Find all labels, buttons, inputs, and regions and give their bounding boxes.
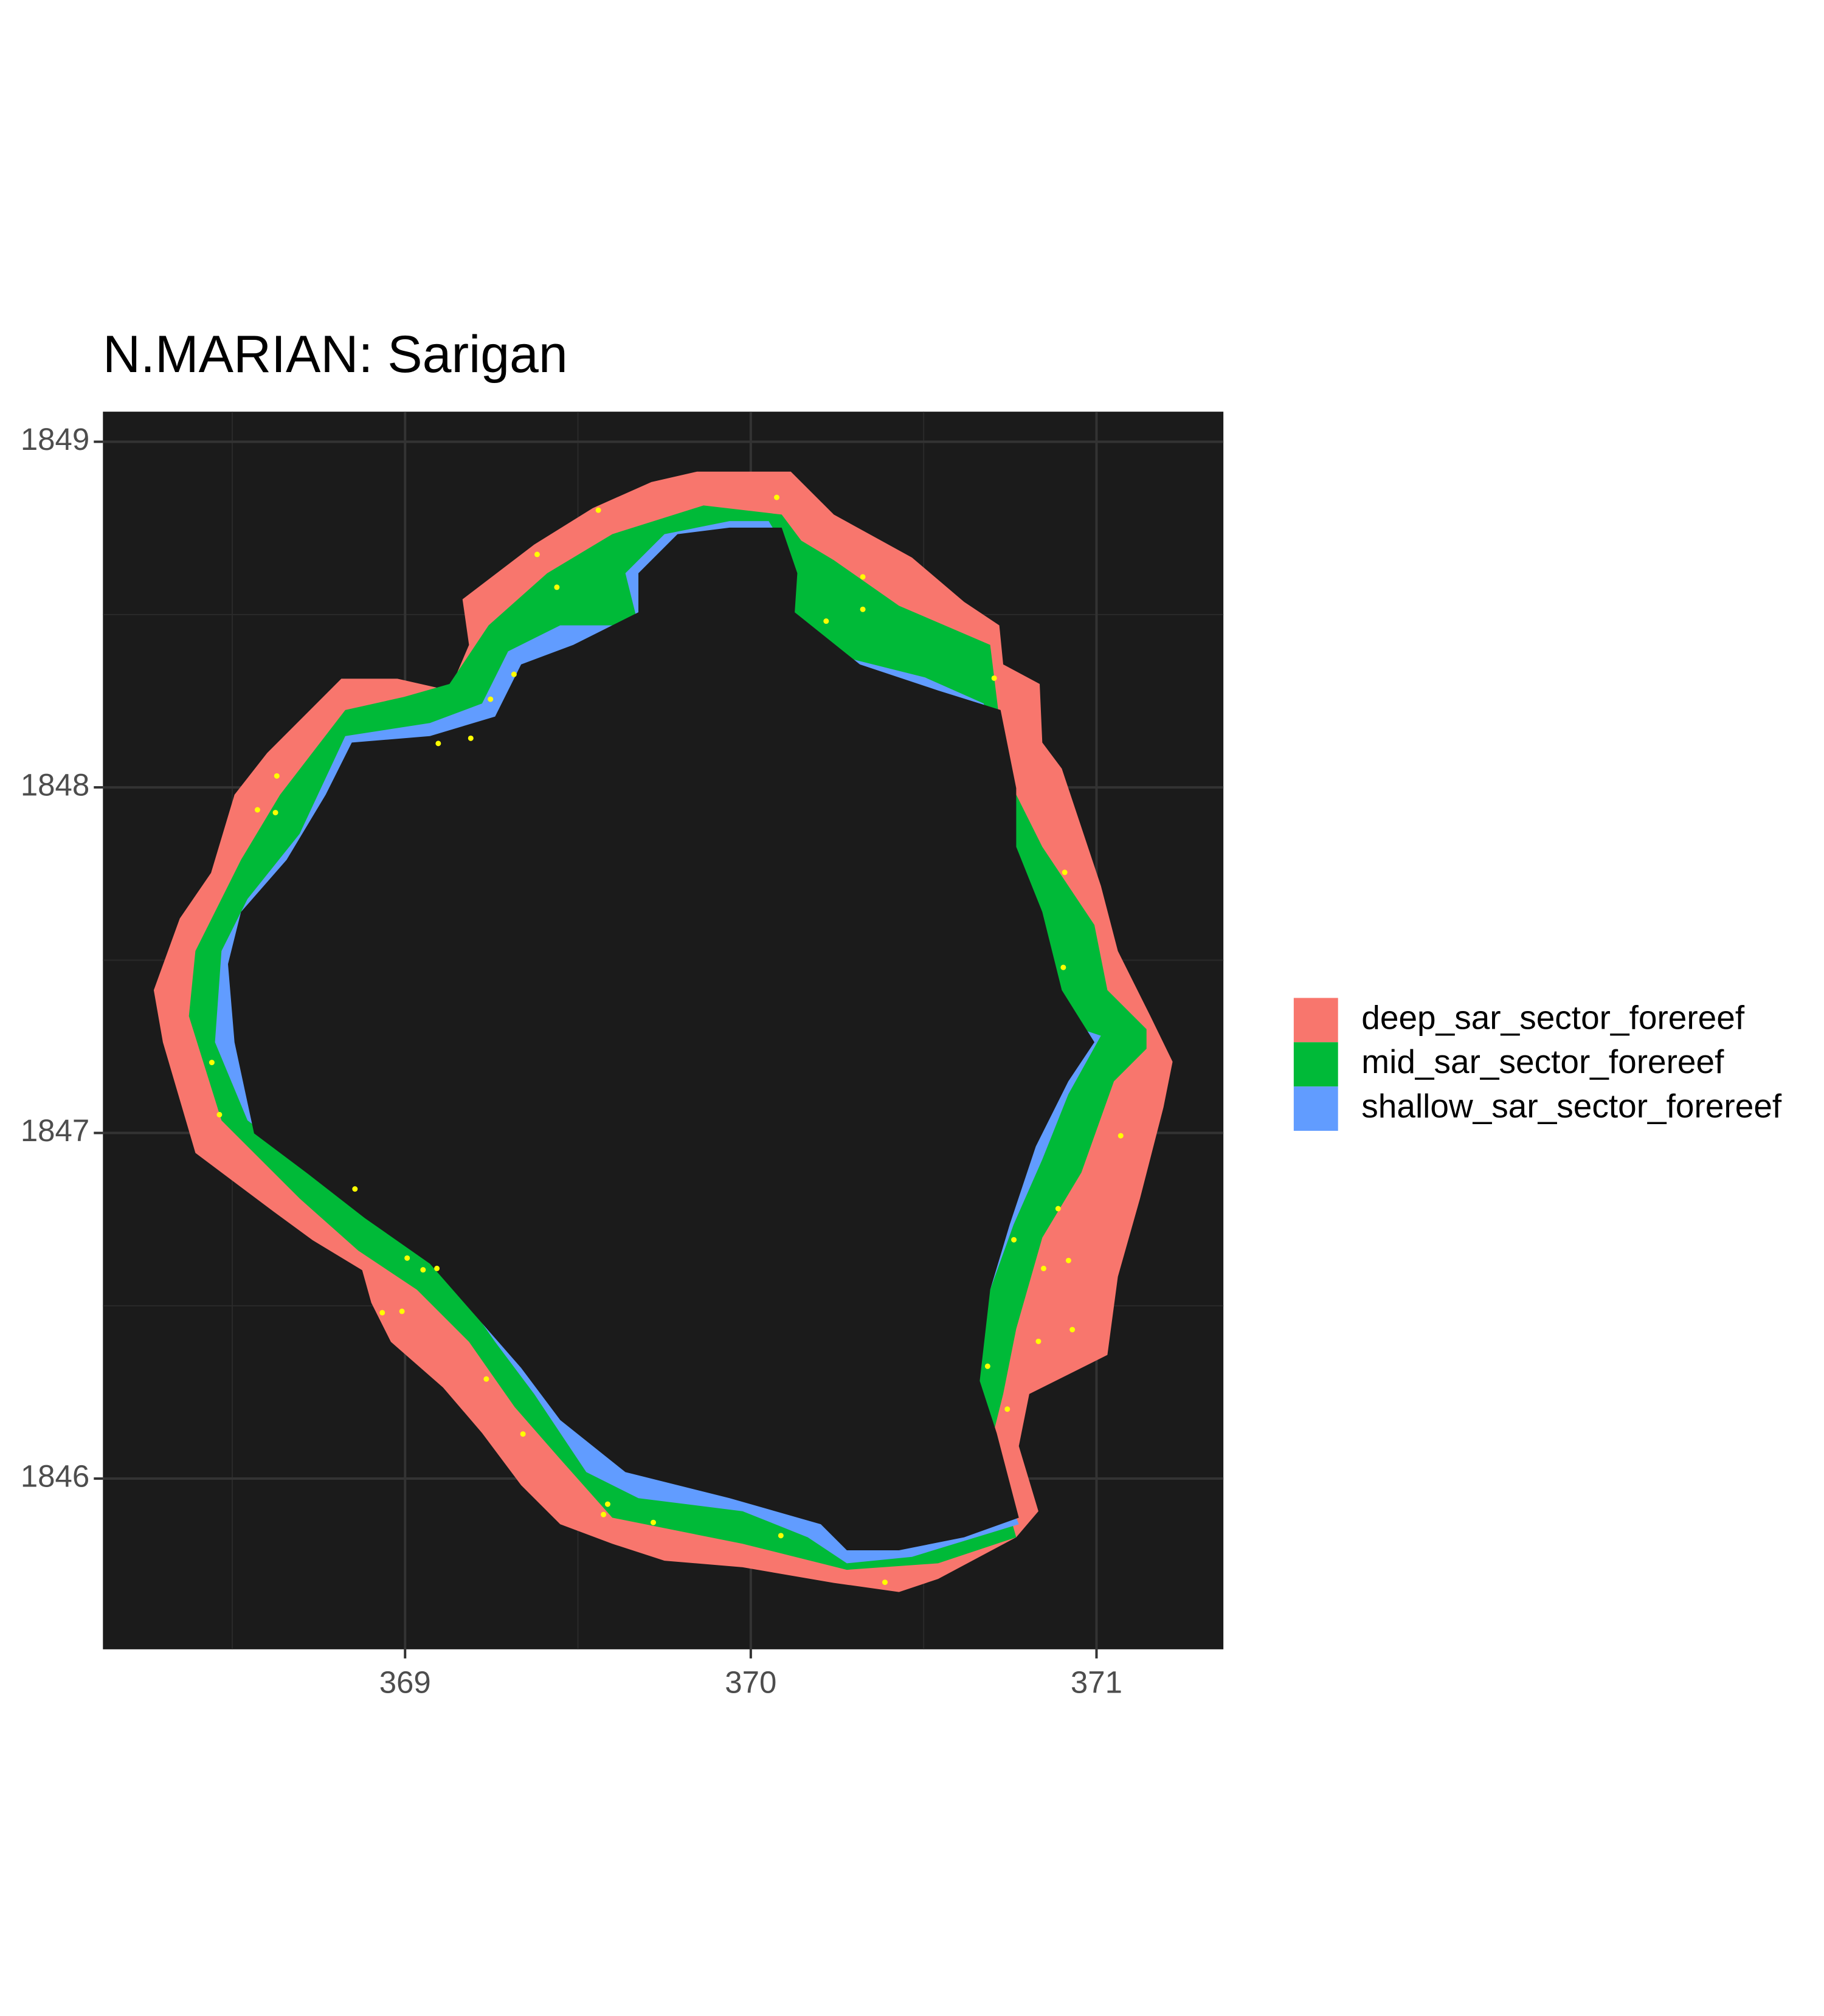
survey-point bbox=[601, 1511, 607, 1517]
survey-point bbox=[254, 807, 260, 813]
legend-key bbox=[1293, 1086, 1338, 1131]
legend-label: mid_sar_sector_forereef bbox=[1361, 1043, 1724, 1080]
survey-point bbox=[1055, 1206, 1061, 1212]
survey-point bbox=[651, 1519, 657, 1525]
legend-label: deep_sar_sector_forereef bbox=[1361, 998, 1745, 1036]
y-tick-label: 1849 bbox=[21, 422, 89, 457]
survey-point bbox=[468, 735, 474, 741]
survey-point bbox=[1069, 1327, 1076, 1333]
survey-point bbox=[216, 1111, 223, 1117]
survey-point bbox=[1065, 1257, 1071, 1263]
survey-point bbox=[520, 1431, 526, 1437]
island-interior bbox=[228, 527, 1094, 1550]
x-tick-label: 370 bbox=[725, 1665, 776, 1699]
survey-point bbox=[860, 574, 866, 580]
survey-point bbox=[435, 740, 441, 747]
survey-point bbox=[511, 671, 517, 677]
survey-point bbox=[595, 507, 601, 513]
survey-point bbox=[1118, 1133, 1124, 1139]
survey-point bbox=[882, 1579, 888, 1586]
x-tick-label: 369 bbox=[379, 1665, 431, 1699]
survey-point bbox=[483, 1376, 489, 1382]
survey-point bbox=[1011, 1237, 1017, 1243]
survey-point bbox=[274, 773, 280, 779]
legend-key bbox=[1293, 998, 1338, 1043]
x-tick-label: 371 bbox=[1071, 1665, 1122, 1699]
survey-point bbox=[404, 1255, 410, 1261]
survey-point bbox=[352, 1186, 358, 1192]
survey-point bbox=[778, 1533, 784, 1539]
chart-title: N.MARIAN: Sarigan bbox=[103, 325, 568, 384]
survey-point bbox=[209, 1060, 215, 1066]
survey-point bbox=[1004, 1406, 1010, 1412]
legend-label: shallow_sar_sector_forereef bbox=[1361, 1087, 1782, 1125]
survey-point bbox=[554, 584, 560, 590]
survey-point bbox=[984, 1363, 990, 1369]
survey-point bbox=[399, 1308, 405, 1314]
y-tick-label: 1848 bbox=[21, 768, 89, 803]
survey-point bbox=[991, 675, 997, 681]
y-tick-label: 1847 bbox=[21, 1113, 89, 1148]
survey-point bbox=[534, 551, 540, 558]
survey-point bbox=[823, 618, 829, 624]
survey-point bbox=[1040, 1265, 1046, 1271]
survey-point bbox=[434, 1265, 440, 1271]
survey-point bbox=[1060, 964, 1066, 970]
survey-point bbox=[1035, 1338, 1042, 1344]
survey-point bbox=[860, 606, 866, 612]
survey-point bbox=[604, 1501, 610, 1507]
y-tick-label: 1846 bbox=[21, 1458, 89, 1493]
survey-point bbox=[420, 1267, 426, 1273]
survey-point bbox=[488, 696, 494, 702]
survey-point bbox=[1062, 869, 1068, 875]
survey-point bbox=[272, 810, 278, 816]
legend-key bbox=[1293, 1042, 1338, 1087]
survey-point bbox=[379, 1310, 385, 1316]
survey-point bbox=[774, 494, 780, 500]
